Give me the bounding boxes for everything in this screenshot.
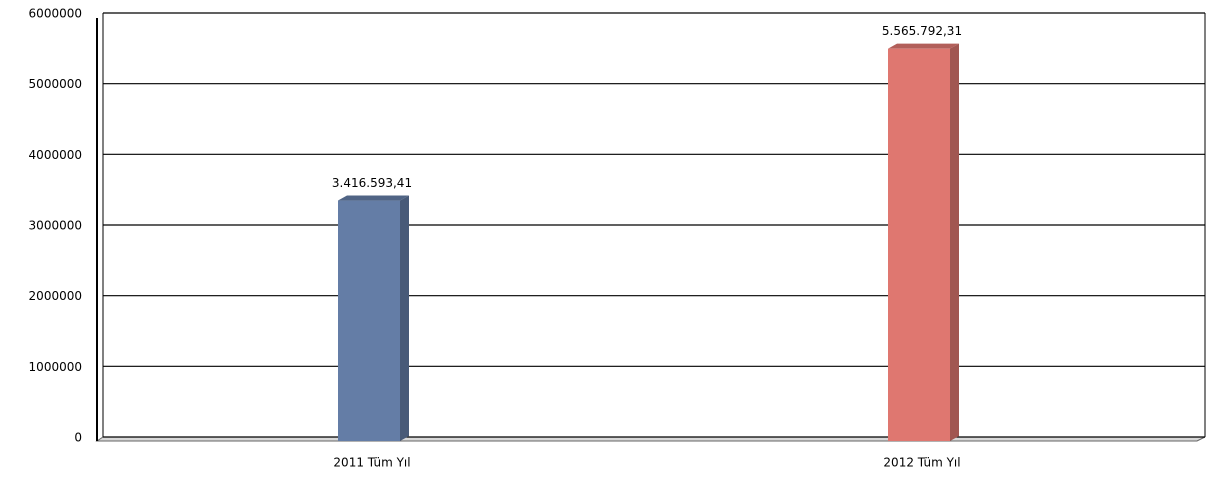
y-tick-label: 2000000 [29, 289, 82, 303]
data-label: 5.565.792,31 [882, 24, 962, 38]
y-tick-label: 5000000 [29, 77, 82, 91]
bar-side [950, 43, 959, 441]
bar-top [338, 195, 409, 201]
bar [888, 48, 950, 441]
bar-side [400, 195, 409, 441]
y-tick-label: 0 [74, 431, 82, 445]
data-label: 3.416.593,41 [332, 176, 412, 190]
x-tick-label: 2011 Tüm Yıl [333, 456, 410, 470]
y-tick-label: 6000000 [29, 7, 82, 21]
y-tick-label: 3000000 [29, 219, 82, 233]
bar [338, 200, 400, 441]
x-tick-label: 2012 Tüm Yıl [883, 456, 960, 470]
y-tick-label: 4000000 [29, 148, 82, 162]
bar-top [888, 43, 959, 49]
y-tick-label: 1000000 [29, 360, 82, 374]
